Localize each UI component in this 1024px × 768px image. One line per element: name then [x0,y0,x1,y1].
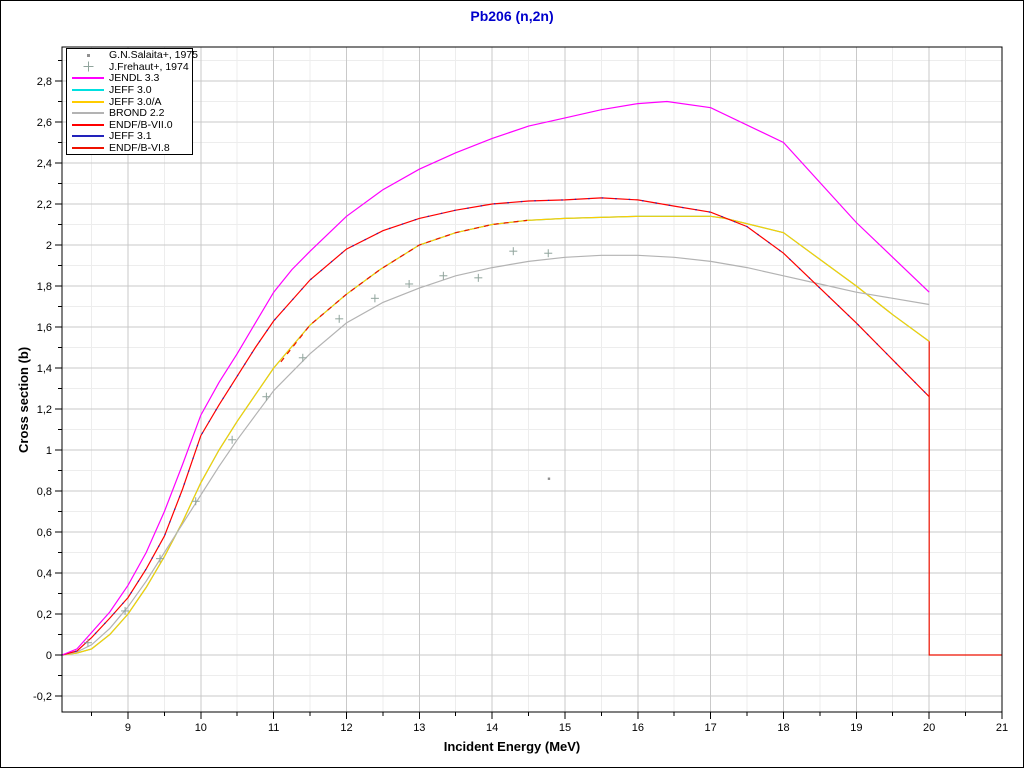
legend-item-label: JEFF 3.0/A [109,95,162,108]
dot-legend-marker-icon [67,53,109,57]
legend-item-label: JEFF 3.0 [109,83,152,96]
legend-item: JEFF 3.0 [67,84,192,96]
y-tick-label: 2 [46,240,52,252]
y-tick-label: 2,6 [37,117,52,129]
legend-item-label: JENDL 3.3 [109,72,160,85]
legend-item: ENDF/B-VII.0 [67,119,192,131]
series-jendl-3.3 [61,100,930,656]
axis-ticks [55,60,1003,719]
x-tick-label: 9 [125,722,131,734]
legend-item-label: JEFF 3.1 [109,130,152,143]
legend-item: JEFF 3.0/A [67,96,192,108]
line-legend-marker-icon [67,135,109,138]
y-tick-label: 1,6 [37,322,52,334]
y-tick-label: 0,6 [37,527,52,539]
y-tick-label: 0,2 [37,609,52,621]
x-tick-label: 18 [777,722,789,734]
major-gridlines [62,47,1003,712]
x-tick-label: 20 [923,722,935,734]
y-tick-label: 1,4 [37,363,52,375]
legend: G.N.Salaita+, 1975 J.Frehaut+, 1974 JENDL … [66,48,198,155]
legend-item: ENDF/B-VI.8 [67,142,192,154]
y-tick-label: 2,8 [37,76,52,88]
y-tick-label: 1 [46,445,52,457]
legend-item: J.Frehaut+, 1974 [67,61,192,73]
chart-title: Pb206 (n,2n) [470,8,554,24]
series-brond-2.2 [61,254,930,656]
legend-item-label: G.N.Salaita+, 1975 [109,49,199,62]
plus-legend-marker-icon [67,61,109,72]
x-tick-label: 21 [996,722,1008,734]
series-jeff-3.1 [61,197,930,656]
x-tick-label: 12 [340,722,352,734]
x-tick-label: 13 [413,722,425,734]
line-legend-marker-icon [67,112,109,115]
line-legend-marker-icon [67,100,109,103]
series-endf-b-vi.8-cutoff [928,341,1002,656]
y-tick-label: 0,8 [37,486,52,498]
y-tick-label: 0,4 [37,568,52,580]
x-tick-label: 15 [559,722,571,734]
y-tick-label: -0,2 [33,691,52,703]
series-jeff-3.0-a [61,215,930,656]
legend-item-label: BROND 2.2 [109,107,165,120]
line-legend-marker-icon [67,77,109,80]
legend-item-label: ENDF/B-VI.8 [109,141,170,154]
legend-item: G.N.Salaita+, 1975 [67,49,198,61]
line-legend-marker-icon [67,146,109,149]
legend-item: BROND 2.2 [67,107,192,119]
y-tick-label: 1,8 [37,281,52,293]
x-tick-label: 17 [705,722,717,734]
x-tick-label: 19 [850,722,862,734]
y-tick-label: 2,2 [37,199,52,211]
y-tick-label: 0 [46,650,52,662]
x-axis-label: Incident Energy (MeV) [443,739,581,754]
series-g.n.salaita-1975 [547,477,551,480]
series-jeff-3.0 [61,215,930,656]
legend-item-label: ENDF/B-VII.0 [109,118,173,131]
line-legend-marker-icon [67,88,109,91]
x-tick-label: 16 [632,722,644,734]
series-j.frehaut-1974 [83,247,553,647]
y-tick-label: 2,4 [37,158,52,170]
plot-border [61,46,1003,713]
x-tick-label: 11 [268,722,279,734]
line-legend-marker-icon [67,123,109,126]
x-tick-label: 10 [195,722,207,734]
tick-labels: 9 10 11 12 13 14 15 16 17 18 19 20 21-0,200,20,40,60… [33,76,1008,734]
legend-item: JENDL 3.3 [67,72,192,85]
series-group [61,100,1002,656]
minor-gridlines [62,47,1002,712]
y-tick-label: 1,2 [37,404,52,416]
series-endf-b-vi.8 [280,219,528,363]
legend-item: JEFF 3.1 [67,130,192,142]
legend-item-label: J.Frehaut+, 1974 [109,60,189,73]
x-tick-label: 14 [486,722,498,734]
